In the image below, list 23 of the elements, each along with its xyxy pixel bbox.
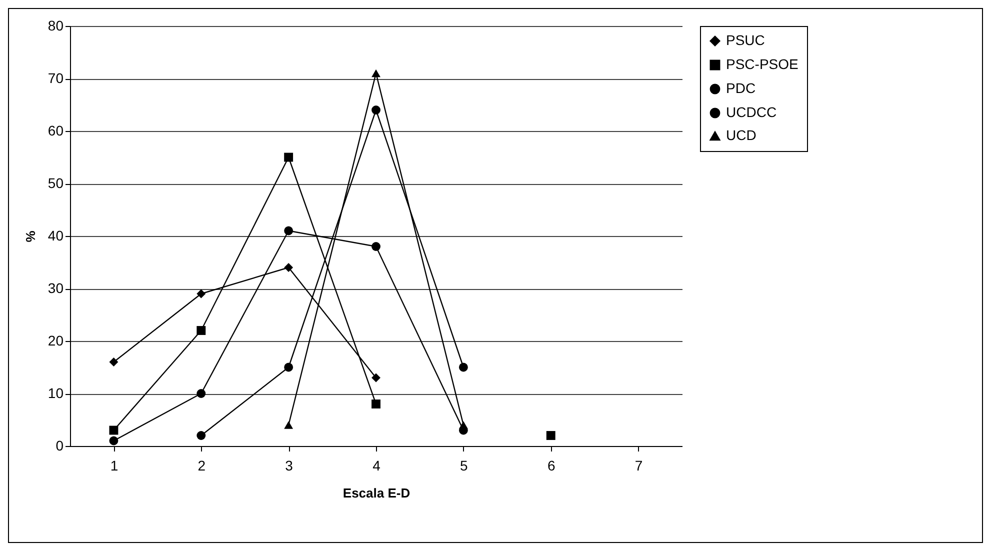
y-tick-label: 10	[48, 385, 64, 401]
x-tick-label: 3	[285, 458, 294, 474]
legend-label: PSC-PSOE	[726, 56, 798, 72]
x-tick-label: 1	[110, 458, 118, 474]
x-tick-label: 4	[372, 458, 381, 474]
x-tick-label: 7	[634, 458, 643, 474]
y-tick-label: 80	[48, 18, 64, 34]
y-tick-label: 0	[56, 438, 64, 454]
x-axis-title: Escala E-D	[342, 486, 410, 500]
y-tick-label: 50	[48, 175, 64, 191]
legend-label: PDC	[726, 80, 756, 96]
legend-label: PSUC	[726, 32, 765, 48]
y-tick-label: 30	[48, 280, 64, 296]
y-tick-label: 20	[48, 332, 64, 348]
legend-label: UCDCC	[726, 104, 777, 120]
y-tick-label: 40	[48, 228, 64, 244]
x-tick-label: 2	[198, 458, 206, 474]
y-tick-label: 60	[48, 122, 64, 138]
y-axis-title: %	[22, 230, 38, 242]
x-tick-label: 6	[547, 458, 556, 474]
legend-label: UCD	[726, 127, 756, 143]
y-tick-label: 70	[48, 70, 64, 86]
x-tick-label: 5	[460, 458, 468, 474]
